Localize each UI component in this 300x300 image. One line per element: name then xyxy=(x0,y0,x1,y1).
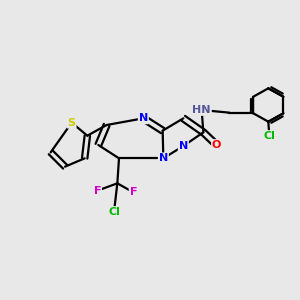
Text: HN: HN xyxy=(192,105,211,115)
Text: O: O xyxy=(212,140,221,150)
Text: N: N xyxy=(159,153,168,163)
Text: S: S xyxy=(68,118,76,128)
Text: F: F xyxy=(94,186,101,196)
Text: F: F xyxy=(130,187,137,197)
Text: N: N xyxy=(179,141,188,151)
Text: N: N xyxy=(139,113,148,123)
Text: Cl: Cl xyxy=(108,207,120,217)
Text: Cl: Cl xyxy=(263,131,275,141)
